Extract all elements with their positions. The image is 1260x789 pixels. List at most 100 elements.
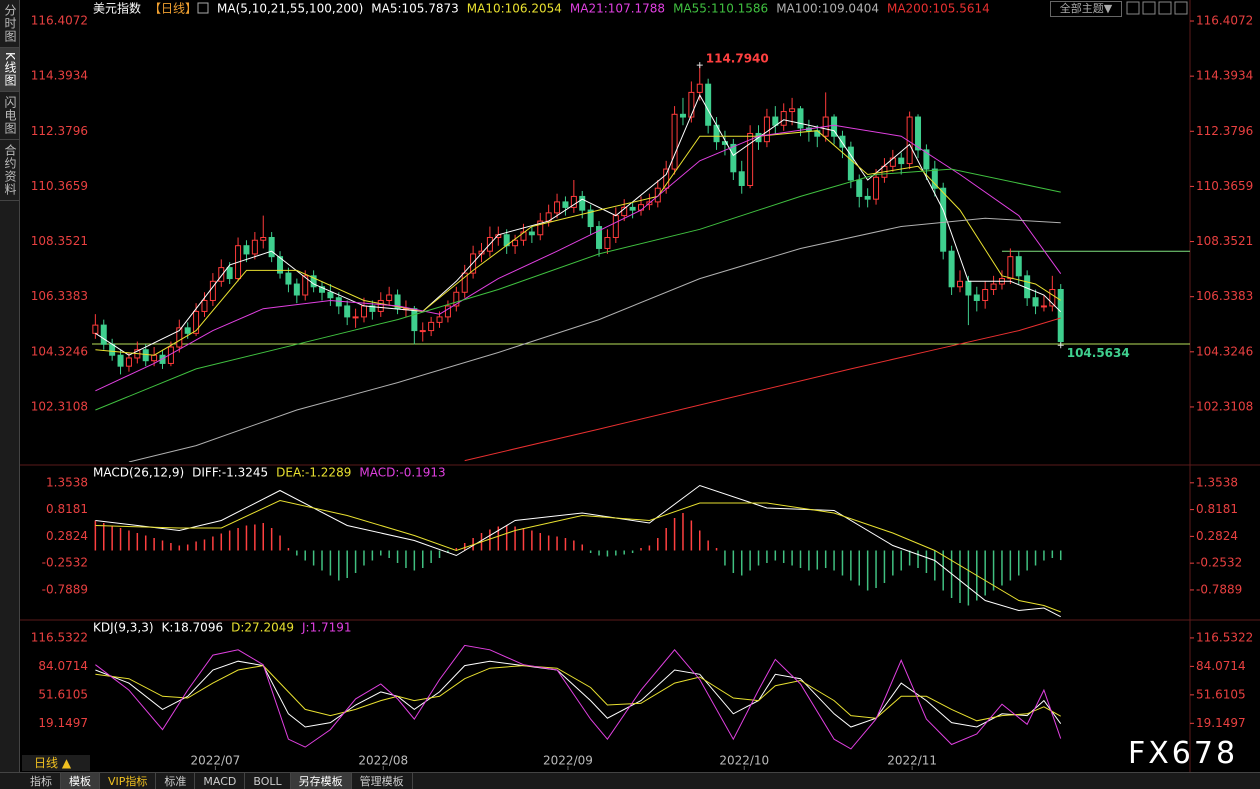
series-line (95, 124, 1062, 392)
bottom-tab[interactable]: 标准 (156, 773, 196, 789)
bottom-tab[interactable]: BOLL (245, 773, 291, 789)
candle-body (92, 324, 99, 334)
legend-entry: 【日线】 (149, 2, 197, 16)
candle-body (696, 83, 703, 93)
y-tick-label: 84.0714 (38, 659, 88, 673)
annotation-marker (696, 62, 703, 69)
candle-body (344, 305, 351, 318)
candle-body (562, 201, 569, 208)
candle-body (1049, 289, 1056, 307)
x-tick-label: 2022/07 (190, 754, 240, 768)
candle-body (335, 297, 342, 307)
bottom-tab[interactable]: 指标 (22, 773, 61, 789)
legend-entry: K:18.7096 (162, 621, 224, 635)
candle-body (831, 116, 838, 137)
candle-body (453, 291, 460, 307)
candle-body (411, 308, 418, 332)
candle-body (260, 237, 267, 241)
y-tick-label: 114.3934 (31, 69, 88, 83)
candle-body (797, 108, 804, 129)
bottom-tab[interactable]: VIP指标 (100, 773, 157, 789)
candle-body (663, 168, 670, 189)
candle-body (1057, 289, 1064, 343)
candle-body (889, 157, 896, 167)
candle-body (898, 157, 905, 165)
icon[interactable] (1126, 1, 1140, 15)
candle-body (251, 239, 258, 255)
candle-body (570, 195, 577, 208)
x-tick-label: 2022/08 (358, 754, 408, 768)
candle-body (596, 226, 603, 249)
candle-body (142, 349, 149, 362)
candle-body (125, 357, 132, 367)
candle-body (537, 220, 544, 236)
candle-body (512, 239, 519, 247)
candle-body (671, 113, 678, 170)
series-line (95, 168, 1061, 411)
legend-entry: DEA:-1.2289 (276, 466, 351, 480)
candle-body (579, 195, 586, 211)
y-tick-label: 116.4072 (31, 14, 88, 28)
bottom-tab[interactable]: 模板 (61, 773, 100, 789)
candle-body (654, 187, 661, 203)
candle-body (915, 116, 922, 151)
candle-body (218, 267, 225, 282)
candle-body (1024, 275, 1031, 299)
y-tick-label: 104.3246 (1196, 344, 1253, 358)
x-tick-label: 2022/10 (719, 754, 769, 768)
candle-body (923, 149, 930, 170)
candle-body (847, 146, 854, 181)
candle-body (419, 330, 426, 333)
candle-body (873, 176, 880, 200)
bottom-tab[interactable]: 管理模板 (352, 773, 413, 789)
candle-body (730, 143, 737, 173)
candle-body (293, 283, 300, 296)
candle-body (100, 324, 107, 345)
candle-body (159, 354, 166, 364)
side-tab[interactable]: 分时图 (0, 0, 19, 48)
candle-body (470, 253, 477, 274)
y-tick-label: 106.3383 (31, 289, 88, 303)
candle-body (1015, 256, 1022, 277)
candle-body (268, 237, 275, 258)
candle-body (948, 250, 955, 288)
candle-body (763, 116, 770, 143)
y-tick-label: 102.3108 (31, 399, 88, 413)
y-tick-label: 116.5322 (31, 630, 88, 644)
candle-body (151, 354, 158, 362)
candle-body (1040, 305, 1047, 308)
candle-body (973, 294, 980, 301)
legend-entry: D:27.2049 (231, 621, 294, 635)
y-tick-label: 116.4072 (1196, 14, 1253, 28)
legend-entry: 美元指数 (93, 1, 141, 16)
candle-body (226, 267, 233, 280)
bottom-tab[interactable]: MACD (195, 773, 246, 789)
legend-entry: MA200:105.5614 (887, 2, 990, 16)
y-tick-label: 110.3659 (31, 179, 88, 193)
candle-body (738, 171, 745, 186)
candle-body (604, 237, 611, 249)
bottom-tab[interactable]: 另存模板 (290, 773, 352, 789)
period-selector[interactable]: 日线 ▲ (22, 755, 90, 771)
x-tick-label: 2022/11 (887, 754, 937, 768)
candle-body (360, 305, 367, 318)
side-tab[interactable]: 合约资料 (0, 140, 19, 201)
side-tab[interactable]: 闪电图 (0, 92, 19, 140)
y-tick-label: -0.2532 (42, 556, 88, 570)
icon[interactable] (1142, 1, 1156, 15)
icon[interactable] (1174, 1, 1188, 15)
y-tick-label: 84.0714 (1196, 659, 1246, 673)
theme-button[interactable]: 全部主题▼ (1050, 1, 1122, 17)
candle-body (856, 179, 863, 197)
legend-entry: MACD(26,12,9) (93, 466, 184, 480)
y-tick-label: 19.1497 (38, 716, 88, 730)
candle-body (638, 204, 644, 211)
side-tab[interactable]: K线图 (0, 48, 19, 92)
icon[interactable] (1158, 1, 1172, 15)
candle-body (352, 316, 359, 319)
watermark: FX678 (1128, 736, 1239, 771)
legend-entry: MA55:110.1586 (673, 2, 768, 16)
chart: 116.4072 116.4072 114.3934 114.3934 112.3796… (20, 0, 1260, 772)
y-tick-label: 112.3796 (31, 124, 88, 138)
candle-body (990, 283, 997, 291)
